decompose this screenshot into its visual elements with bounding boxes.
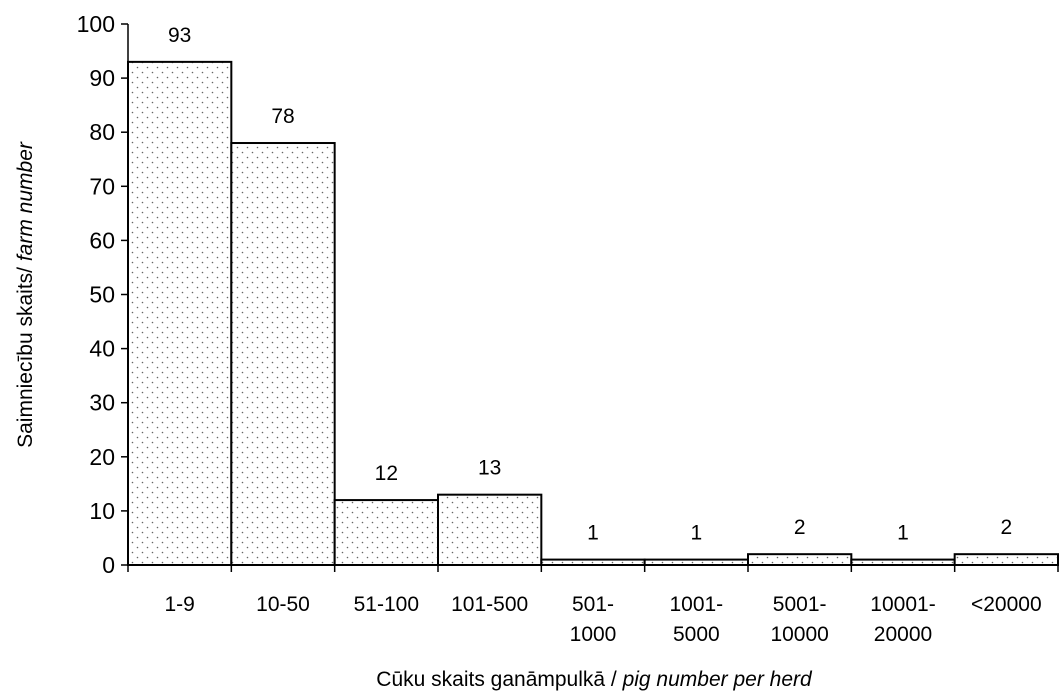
bar-7 [850,558,956,567]
data-label-4: 1 [587,522,599,545]
y-tick-label-5: 50 [89,282,115,308]
data-label-5: 1 [690,522,702,545]
y-axis-title: Saimniecību skaits/ farm number [14,141,37,448]
bar-1 [230,142,336,567]
x-tick-label-3: 101-500 [451,593,528,616]
y-tick-label-2: 20 [89,444,115,470]
x-tick-label-2: 51-100 [354,593,419,616]
y-tick-label-0: 0 [102,552,115,578]
bars [127,60,1060,567]
bar-0 [127,60,233,567]
x-tick-label-0: 1-9 [164,593,194,616]
x-tick-label-4: 501-1000 [570,593,617,646]
y-axis-title-plain: Saimniecību skaits/ [14,261,37,448]
bar-3 [437,493,543,567]
data-label-0: 93 [168,24,191,47]
x-tick-label-7: 10001-20000 [870,593,935,646]
y-tick-label-7: 70 [89,173,115,199]
data-label-8: 2 [1000,516,1012,539]
x-axis: 1-9 10-50 51-100 101-500 501-1000 1001-5000 50… [127,564,1059,646]
x-tick-label-8: <20000 [971,593,1042,616]
y-axis-title-italic: farm number [14,141,37,261]
y-tick-label-6: 60 [89,227,115,253]
x-axis-title-italic: pig number per herd [622,668,813,691]
data-label-6: 2 [794,516,806,539]
bar-8 [953,553,1060,566]
x-axis-title-plain: Cūku skaits ganāmpulkā / [376,668,622,691]
data-label-3: 13 [478,457,501,480]
y-tick-label-3: 30 [89,390,115,416]
x-tick-label-6: 5001-10000 [770,593,828,646]
bar-4 [540,558,646,567]
y-tick-label-9: 90 [89,65,115,91]
y-tick-label-4: 40 [89,336,115,362]
x-tick-label-1: 10-50 [256,593,310,616]
x-tick-label-5: 1001-5000 [669,593,723,646]
data-label-2: 12 [375,462,398,485]
y-tick-label-8: 80 [89,119,115,145]
y-tick-label-1: 10 [89,498,115,524]
y-axis: 0 10 20 30 40 50 60 70 80 90 100 [77,11,129,578]
bar-6 [747,553,853,566]
data-label-7: 1 [897,522,909,545]
data-label-1: 78 [271,105,294,128]
y-tick-label-10: 100 [77,11,115,37]
bar-2 [333,499,439,566]
bar-5 [643,558,750,567]
x-axis-title: Cūku skaits ganāmpulkā / pig number per … [376,668,813,691]
